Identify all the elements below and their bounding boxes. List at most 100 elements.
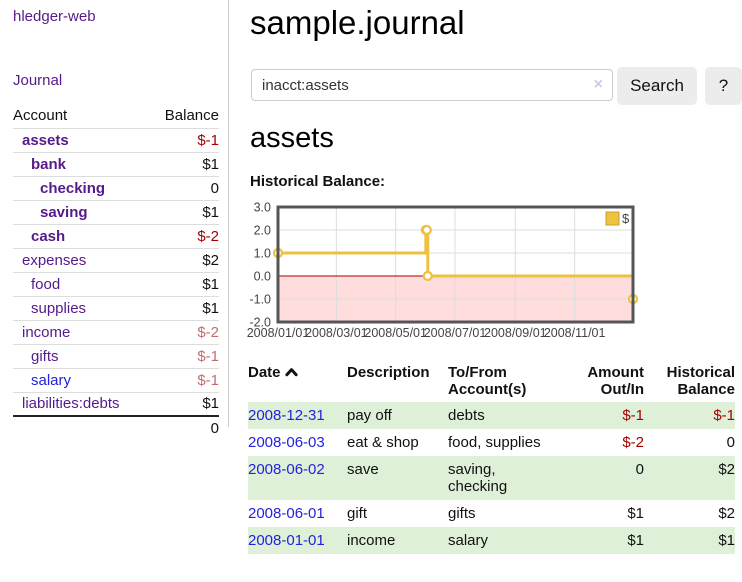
chart-title: Historical Balance: [250,173,386,190]
account-row: salary $-1 [13,368,219,393]
help-button[interactable]: ? [705,67,742,105]
account-link-cash[interactable]: cash [31,227,66,245]
svg-text:1.0: 1.0 [254,247,271,261]
accounts-header-balance: Balance [149,104,219,129]
svg-text:3.0: 3.0 [254,201,271,215]
account-row: expenses $2 [13,248,219,273]
transaction-date-link[interactable]: 2008-06-03 [248,434,325,451]
account-balance: $1 [149,200,219,225]
svg-text:0.0: 0.0 [254,270,271,284]
svg-text:2008/07/01: 2008/07/01 [424,326,487,340]
transaction-accounts: gifts [448,505,476,522]
column-header-amount: Amount Out/In [587,364,644,398]
account-balance: $1 [149,272,219,297]
transaction-date-link[interactable]: 2008-01-01 [248,532,325,549]
transaction-amount: $1 [627,505,644,522]
account-link-saving[interactable]: saving [40,203,88,221]
account-link-checking[interactable]: checking [40,179,106,197]
transaction-date-link[interactable]: 2008-06-02 [248,461,325,478]
transaction-amount: $-1 [622,407,644,424]
transaction-accounts: saving, checking [448,461,508,495]
sidebar: hledger-web Journal Account Balance asse… [0,0,229,440]
register-header-row: Date Description To/From Account(s) Amou… [248,360,735,402]
page-title: sample.journal [250,4,465,41]
transaction-balance: $1 [718,532,735,549]
search-button[interactable]: Search [617,67,697,105]
accounts-total-value: 0 [149,415,219,440]
account-balance: $-2 [149,320,219,345]
account-link-gifts[interactable]: gifts [31,347,59,365]
transaction-balance: $2 [718,505,735,522]
account-row: supplies $1 [13,296,219,321]
main-content: sample.journal × Search ? assets Histori… [247,0,742,582]
account-link-income[interactable]: income [22,323,71,341]
transaction-description: income [347,532,396,549]
svg-text:2008/01/01: 2008/01/01 [247,326,310,340]
account-balance: $-1 [149,368,219,393]
column-header-historical: Historical Balance [666,364,735,398]
account-link-expenses[interactable]: expenses [22,251,87,269]
account-link-food[interactable]: food [31,275,61,293]
search-form: × Search ? [251,67,742,107]
accounts-header-row: Account Balance [13,104,219,129]
column-header-tofrom: To/From Account(s) [448,364,527,398]
account-row: saving $1 [13,200,219,225]
svg-text:$: $ [622,211,630,226]
account-link-salary[interactable]: salary [31,371,72,389]
account-row: bank $1 [13,152,219,177]
transaction-balance: $2 [718,461,735,478]
account-link-liabilities-debts[interactable]: liabilities:debts [22,395,120,413]
account-row: gifts $-1 [13,344,219,369]
account-link-bank[interactable]: bank [31,155,67,173]
transaction-description: gift [347,505,368,522]
account-row: food $1 [13,272,219,297]
transaction-amount: 0 [635,461,644,478]
account-balance: $-1 [149,344,219,369]
transaction-date-link[interactable]: 2008-06-01 [248,505,325,522]
transaction-balance: $-1 [713,407,735,424]
column-header-date[interactable]: Date [248,360,347,402]
account-row: cash $-2 [13,224,219,249]
account-balance: $-1 [149,128,219,153]
account-row: checking 0 [13,176,219,201]
account-link-assets[interactable]: assets [22,131,69,149]
transaction-description: eat & shop [347,434,419,451]
svg-text:2008/09/01: 2008/09/01 [484,326,547,340]
register-row: 2008-01-01 income salary $1 $1 [248,527,735,554]
account-balance: $-2 [149,224,219,249]
clear-search-icon[interactable]: × [593,76,603,93]
account-link-supplies[interactable]: supplies [31,299,87,317]
account-balance: $1 [149,392,219,417]
account-balance: $2 [149,248,219,273]
transaction-date-link[interactable]: 2008-12-31 [248,407,325,424]
transaction-accounts: debts [448,407,485,424]
transaction-description: pay off [347,407,392,424]
account-row: income $-2 [13,320,219,345]
account-row: assets $-1 [13,128,219,153]
transaction-description: save [347,461,379,478]
svg-text:2008/11/01: 2008/11/01 [544,326,606,340]
transaction-accounts: salary [448,532,489,549]
app-title-link[interactable]: hledger-web [13,8,96,25]
register-row: 2008-06-02 save saving, checking 0 $2 [248,456,735,500]
accounts-table: Account Balance assets $-1 bank $1 check… [13,104,219,440]
historical-balance-chart: 3.0 2.0 1.0 0.0 -1.0 -2.02008/01/012008/03/01… [247,201,639,340]
svg-text:-1.0: -1.0 [249,293,271,307]
register-row: 2008-12-31 pay off debts $-1 $-1 [248,402,735,429]
search-input[interactable] [251,69,613,101]
transaction-balance: 0 [726,434,735,451]
svg-text:-2.0: -2.0 [249,316,271,330]
account-balance: 0 [149,176,219,201]
transaction-amount: $-2 [622,434,644,451]
account-heading: assets [250,122,334,154]
account-balance: $1 [149,296,219,321]
accounts-header-account: Account [13,104,150,129]
sidebar-item-journal[interactable]: Journal [13,72,63,89]
svg-text:2.0: 2.0 [254,224,271,238]
sort-ascending-icon [284,364,298,377]
register-table: Date Description To/From Account(s) Amou… [248,360,735,554]
accounts-total-row: 0 [13,415,219,440]
svg-text:2008/03/01: 2008/03/01 [305,326,368,340]
transaction-amount: $1 [627,532,644,549]
register-row: 2008-06-03 eat & shop food, supplies $-2… [248,429,735,456]
